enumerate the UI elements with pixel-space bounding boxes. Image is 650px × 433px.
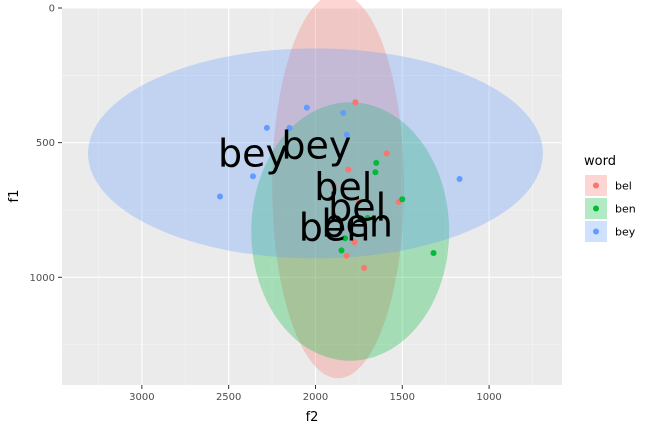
legend-key-point-bel bbox=[593, 182, 599, 189]
point-bey bbox=[456, 175, 463, 182]
point-ben bbox=[341, 235, 348, 242]
point-ben bbox=[373, 159, 380, 166]
legend-label-bel: bel bbox=[615, 180, 632, 193]
point-bey bbox=[303, 104, 310, 111]
y-tick-label: 0 bbox=[49, 4, 55, 15]
point-ben bbox=[364, 215, 371, 222]
point-bel bbox=[355, 198, 362, 205]
point-bel bbox=[352, 99, 359, 106]
legend-key-point-ben bbox=[593, 205, 599, 212]
point-bey bbox=[340, 110, 347, 117]
group-label-bel: bel bbox=[328, 185, 386, 229]
y-axis-title: f1 bbox=[7, 190, 22, 203]
ellipses bbox=[88, 0, 543, 379]
point-bel bbox=[351, 239, 358, 246]
grid-major bbox=[62, 7, 562, 385]
panel-background bbox=[62, 8, 562, 385]
x-tick-label: 2500 bbox=[216, 392, 241, 403]
point-bel bbox=[361, 264, 368, 271]
group-label-bel: bel bbox=[314, 165, 372, 209]
y-tick-label: 1000 bbox=[30, 273, 55, 284]
point-ben bbox=[399, 196, 406, 203]
y-tick-label: 500 bbox=[36, 138, 55, 149]
group-label-ben: ben bbox=[299, 205, 371, 249]
x-tick-label: 1500 bbox=[390, 392, 415, 403]
group-label-bey: bey bbox=[218, 131, 288, 175]
x-axis-ticks: 3000 2500 2000 1500 1000 bbox=[129, 385, 502, 403]
point-bel bbox=[343, 252, 350, 259]
point-ben bbox=[430, 250, 437, 257]
point-bel bbox=[345, 166, 352, 173]
grid-minor bbox=[62, 8, 562, 385]
y-axis-ticks: 0 500 1000 bbox=[30, 4, 62, 284]
point-bel bbox=[330, 182, 337, 189]
group-label-bey: bey bbox=[281, 123, 351, 167]
point-ben bbox=[338, 247, 345, 254]
point-bey bbox=[216, 193, 223, 200]
legend-key-point-bey bbox=[593, 228, 599, 235]
ellipse-bel bbox=[272, 0, 404, 379]
legend-label-bey: bey bbox=[615, 226, 636, 239]
points bbox=[216, 99, 463, 271]
group-label-ben: ben bbox=[321, 201, 393, 245]
legend: word bel ben bey bbox=[584, 154, 636, 242]
ellipse-ben bbox=[251, 102, 450, 361]
point-bey bbox=[263, 124, 270, 131]
point-bey bbox=[249, 173, 256, 180]
ellipse-bey bbox=[88, 48, 543, 259]
point-bel bbox=[383, 150, 390, 157]
x-tick-label: 3000 bbox=[129, 392, 154, 403]
x-axis-title: f2 bbox=[306, 410, 319, 425]
legend-label-ben: ben bbox=[615, 203, 636, 216]
x-tick-label: 1000 bbox=[476, 392, 501, 403]
x-tick-label: 2000 bbox=[303, 392, 328, 403]
point-bey bbox=[343, 131, 350, 138]
legend-title: word bbox=[584, 154, 616, 169]
point-ben bbox=[372, 169, 379, 176]
point-bey bbox=[286, 124, 293, 131]
